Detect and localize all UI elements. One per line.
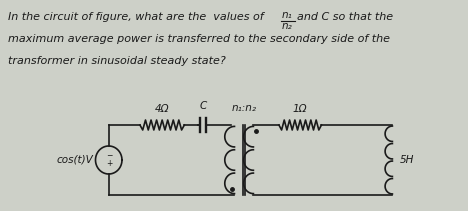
Text: cos(t)V: cos(t)V bbox=[57, 155, 94, 165]
Text: n₂: n₂ bbox=[282, 21, 292, 31]
Text: 1Ω: 1Ω bbox=[293, 104, 307, 114]
Text: −: − bbox=[107, 151, 113, 161]
Text: 4Ω: 4Ω bbox=[155, 104, 169, 114]
Text: n₁:n₂: n₁:n₂ bbox=[232, 103, 256, 113]
Text: transformer in sinusoidal steady state?: transformer in sinusoidal steady state? bbox=[7, 56, 225, 66]
Text: maximum average power is transferred to the secondary side of the: maximum average power is transferred to … bbox=[7, 34, 389, 44]
Text: In the circuit of figure, what are the  values of: In the circuit of figure, what are the v… bbox=[7, 12, 267, 22]
Text: C: C bbox=[200, 101, 207, 111]
Text: and C so that the: and C so that the bbox=[297, 12, 393, 22]
Text: n₁: n₁ bbox=[282, 10, 292, 20]
Text: 5H: 5H bbox=[400, 155, 414, 165]
Text: +: + bbox=[107, 160, 113, 169]
